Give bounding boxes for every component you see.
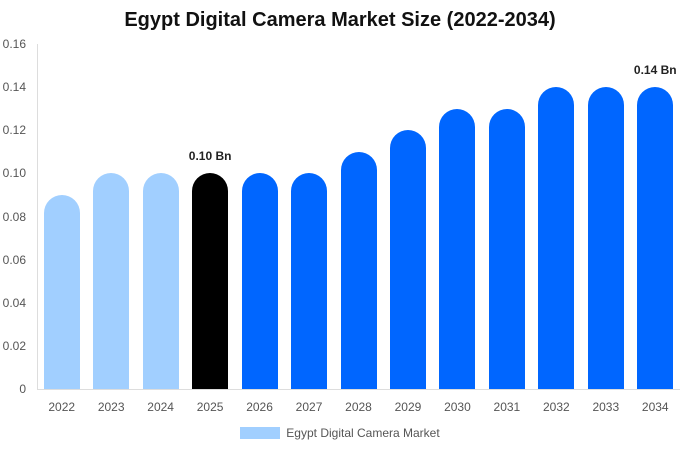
y-tick-label: 0.02 xyxy=(2,338,26,353)
bar-2024 xyxy=(142,173,179,389)
x-tick-label: 2034 xyxy=(641,400,669,414)
chart-title: Egypt Digital Camera Market Size (2022-2… xyxy=(124,9,556,31)
x-tick-label: 2024 xyxy=(147,400,174,414)
x-tick-label: 2029 xyxy=(394,400,422,414)
y-tick-label: 0.04 xyxy=(2,295,26,310)
data-label: 0.14 Bn xyxy=(633,63,677,78)
bar-2029 xyxy=(389,130,426,389)
y-tick-label: 0.06 xyxy=(2,252,26,267)
legend-swatch xyxy=(240,427,281,439)
x-tick-label: 2022 xyxy=(48,400,76,414)
x-tick-label: 2026 xyxy=(246,400,273,414)
bar-2026 xyxy=(241,173,278,389)
data-label: 0.10 Bn xyxy=(188,149,232,164)
bar-2025 xyxy=(192,173,229,389)
bar-2030 xyxy=(439,108,476,389)
plot-area xyxy=(37,44,680,389)
y-tick-label: 0.08 xyxy=(2,209,26,224)
y-axis-line xyxy=(37,44,38,390)
y-tick-label: 0.16 xyxy=(2,37,26,51)
y-tick-label: 0.14 xyxy=(2,80,26,95)
bar-2022 xyxy=(43,194,80,389)
x-tick-label: 2030 xyxy=(444,400,471,414)
bar-2023 xyxy=(93,173,130,389)
legend: Egypt Digital Camera Market xyxy=(0,426,680,440)
y-tick-label: 0 xyxy=(19,382,26,396)
x-tick-label: 2025 xyxy=(196,400,224,414)
x-tick-label: 2027 xyxy=(295,400,323,414)
x-tick-label: 2031 xyxy=(493,400,521,414)
bar-2031 xyxy=(488,108,525,389)
legend-label: Egypt Digital Camera Market xyxy=(286,426,440,440)
x-tick-label: 2032 xyxy=(542,400,570,414)
x-axis-line xyxy=(37,389,680,390)
bar-2027 xyxy=(291,173,328,389)
bar-2033 xyxy=(587,87,624,389)
x-tick-label: 2028 xyxy=(345,400,372,414)
bar-2034 xyxy=(637,87,674,389)
x-tick-label: 2023 xyxy=(97,400,125,414)
bar-2028 xyxy=(340,151,377,389)
y-tick-label: 0.10 xyxy=(2,166,26,181)
x-tick-label: 2033 xyxy=(592,400,620,414)
bar-2032 xyxy=(538,87,575,389)
y-tick-label: 0.12 xyxy=(2,123,26,138)
